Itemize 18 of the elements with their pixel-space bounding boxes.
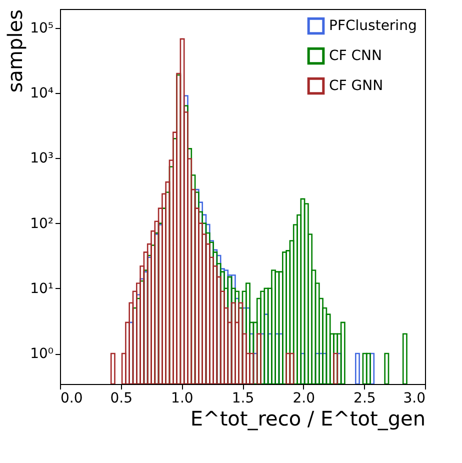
x-tick-label: 1.0 — [171, 390, 194, 406]
y-tick-label: 10³ — [30, 150, 54, 167]
legend-label: CF GNN — [329, 78, 384, 94]
x-tick-label: 0.0 — [60, 390, 83, 406]
x-axis-title: E^tot_reco / E^tot_gen — [190, 406, 426, 430]
y-axis-title: samples — [3, 10, 28, 93]
x-tick-label: 0.5 — [110, 390, 132, 406]
x-tick-label: 1.5 — [232, 390, 254, 406]
x-tick-label: 2.5 — [354, 390, 376, 406]
y-tick-label: 10² — [30, 216, 54, 232]
y-tick-label: 10⁰ — [30, 346, 54, 362]
x-tick-label: 3.0 — [403, 390, 426, 406]
legend-label: CF CNN — [329, 48, 382, 64]
legend-label: PFClustering — [329, 18, 417, 34]
x-tick-label: 2.0 — [292, 390, 315, 406]
y-tick-label: 10⁵ — [30, 20, 54, 37]
y-tick-label: 10⁴ — [30, 86, 54, 102]
y-tick-label: 10¹ — [30, 280, 54, 297]
